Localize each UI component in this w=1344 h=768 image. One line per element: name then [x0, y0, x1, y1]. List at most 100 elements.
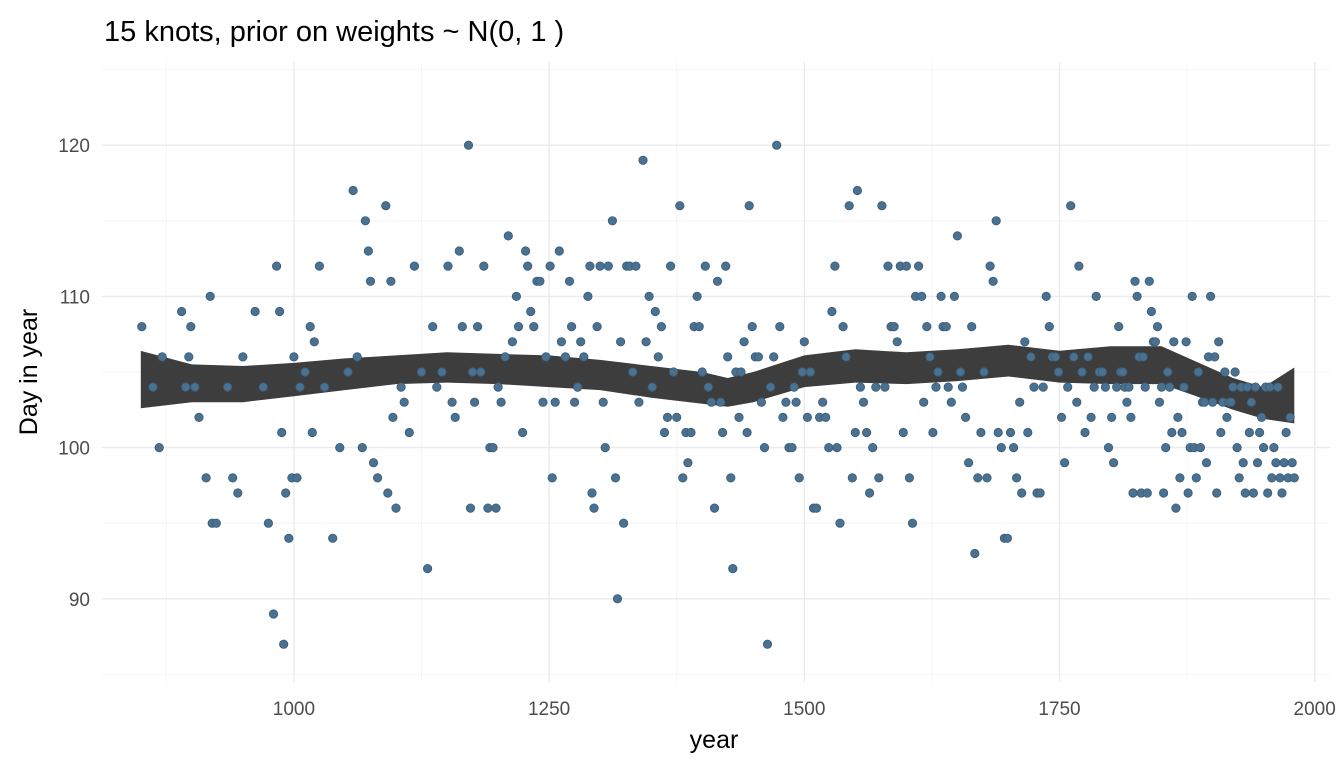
data-point: [1287, 458, 1297, 468]
x-axis-title: year: [690, 726, 739, 754]
data-point: [1220, 367, 1230, 377]
data-point: [993, 427, 1003, 438]
data-point: [922, 321, 932, 332]
data-point: [467, 367, 478, 377]
data-point: [1281, 427, 1291, 438]
data-point: [352, 352, 362, 362]
data-point: [258, 382, 268, 392]
data-point: [1002, 533, 1013, 543]
data-point: [821, 412, 831, 422]
data-point: [592, 321, 602, 332]
data-point: [300, 367, 310, 377]
data-point: [233, 488, 243, 498]
data-point: [1267, 473, 1277, 483]
data-point: [357, 442, 367, 453]
data-point: [1044, 321, 1054, 332]
data-point: [437, 367, 447, 377]
data-point: [511, 291, 522, 301]
chart-title: 15 knots, prior on weights ~ N(0, 1 ): [104, 16, 564, 48]
data-point: [1244, 427, 1255, 438]
data-point: [797, 367, 807, 377]
data-point: [1179, 382, 1189, 392]
data-point: [901, 261, 912, 271]
data-point: [864, 488, 875, 498]
data-point: [1128, 488, 1138, 498]
data-point: [268, 609, 279, 619]
credible-band-layer: [140, 344, 1295, 424]
data-point: [1161, 442, 1171, 453]
data-point: [644, 291, 654, 301]
data-point: [811, 503, 822, 513]
data-point: [844, 201, 854, 211]
data-point: [457, 321, 467, 332]
data-point: [791, 397, 801, 407]
data-point: [1157, 382, 1167, 392]
data-point: [600, 442, 610, 453]
data-point: [641, 337, 651, 347]
y-axis-ticks: 90 100 110 120: [58, 136, 90, 611]
data-point: [861, 427, 872, 438]
data-point: [307, 427, 317, 438]
data-point: [1041, 291, 1051, 301]
data-point: [319, 382, 330, 392]
y-axis-title: Day in year: [15, 309, 43, 435]
data-point: [1228, 382, 1238, 392]
data-point: [295, 382, 305, 392]
data-point: [665, 261, 676, 271]
data-point: [830, 261, 840, 271]
data-point: [1023, 427, 1033, 438]
data-point: [1212, 488, 1222, 498]
data-point: [181, 382, 191, 392]
data-point: [1069, 352, 1079, 362]
data-point: [1126, 412, 1136, 422]
data-point: [765, 382, 776, 392]
data-point: [598, 397, 608, 407]
data-point: [1277, 488, 1287, 498]
data-point: [409, 261, 419, 271]
data-point: [721, 261, 731, 271]
data-point: [1124, 382, 1134, 392]
data-point: [952, 231, 963, 241]
data-point: [1150, 337, 1161, 347]
data-point: [700, 261, 710, 271]
data-point: [970, 548, 980, 559]
data-point: [463, 140, 474, 150]
data-point: [587, 488, 597, 498]
data-point: [211, 518, 221, 528]
data-point: [541, 352, 551, 362]
data-point: [263, 518, 273, 528]
data-point: [564, 276, 575, 286]
data-point: [1163, 367, 1173, 377]
data-point: [647, 382, 657, 392]
y-tick-label: 120: [58, 136, 90, 157]
data-point: [1226, 397, 1236, 407]
data-point: [363, 246, 373, 256]
data-point: [284, 533, 294, 543]
data-point: [157, 352, 167, 362]
data-point: [1056, 412, 1067, 422]
data-point: [450, 412, 460, 422]
data-point: [1053, 367, 1064, 377]
data-point: [428, 321, 438, 332]
data-point: [1118, 367, 1128, 377]
data-point: [491, 503, 501, 513]
data-point: [1132, 291, 1142, 301]
data-point: [1171, 503, 1181, 513]
data-point: [1063, 382, 1073, 392]
data-point: [184, 352, 194, 362]
y-tick-label: 100: [58, 439, 90, 460]
data-point: [1086, 412, 1096, 422]
data-point: [668, 367, 679, 377]
data-point: [747, 321, 757, 332]
data-point: [1230, 367, 1240, 377]
data-point: [638, 155, 648, 165]
data-point: [769, 352, 779, 362]
data-point: [550, 397, 560, 407]
data-point: [709, 503, 720, 513]
data-point: [573, 382, 583, 392]
data-point: [1167, 427, 1177, 438]
data-point: [205, 291, 215, 301]
data-point: [1026, 352, 1036, 362]
data-point: [1246, 397, 1257, 407]
data-point: [1097, 367, 1108, 377]
